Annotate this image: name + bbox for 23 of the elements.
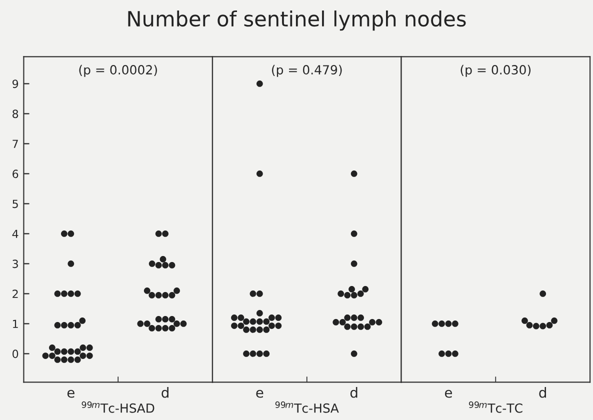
y-tick-label: 7 — [12, 140, 18, 148]
x-tick-label: e — [67, 390, 74, 398]
text: Number of sentinel lymph nodes — [128, 10, 466, 31]
y-tick-label: 2 — [12, 290, 18, 298]
y-tick-label: 5 — [12, 200, 18, 208]
x-tick-label: d — [350, 387, 358, 398]
y-tick-label: 9 — [12, 80, 18, 88]
x-axis-title: $^{99m}$Tc-HSA — [275, 401, 339, 413]
y-tick-label: 3 — [12, 260, 18, 268]
y-tick-label: 8 — [12, 110, 18, 118]
x-tick-label: e — [256, 390, 264, 398]
y-tick-label: 1 — [13, 320, 18, 328]
y-tick-label: 4 — [12, 230, 18, 238]
x-tick-label: d — [539, 387, 546, 398]
x-axis-title: $^{99m}$Tc-HSAD — [82, 401, 154, 413]
y-tick-label: 6 — [12, 170, 18, 178]
annotation: (p = 0.030) — [460, 64, 531, 77]
x-tick-label: e — [444, 390, 452, 398]
x-tick-label: d — [162, 387, 168, 398]
annotation: (p = 0.0002) — [79, 64, 157, 77]
annotation: (p = 0.479) — [272, 64, 342, 77]
x-axis-title: $^{99m}$Tc-TC — [468, 401, 522, 413]
y-tick-label: 0 — [12, 350, 18, 358]
